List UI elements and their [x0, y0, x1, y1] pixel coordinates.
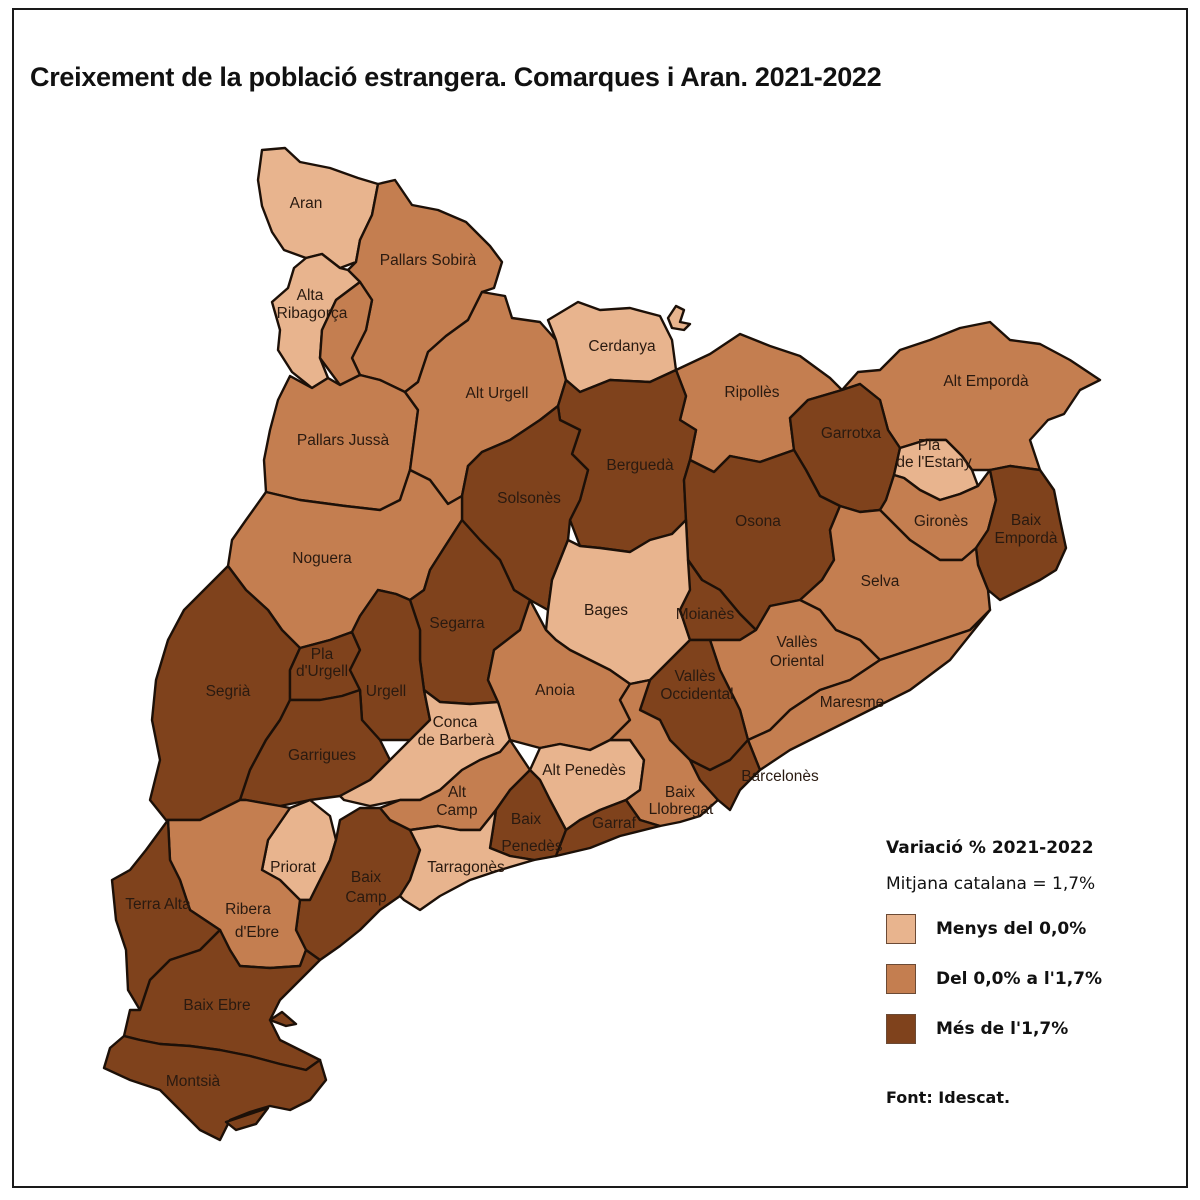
region-garraf[interactable] [554, 798, 662, 858]
label-pallars-sobira: Pallars Sobirà [380, 252, 477, 269]
label-pla-urgell-1: Pla [311, 646, 334, 663]
label-ripolles: Ripollès [724, 384, 779, 401]
region-montsia-delta-spit[interactable] [224, 1106, 270, 1132]
label-segria: Segrià [206, 683, 251, 700]
label-aran: Aran [290, 195, 323, 212]
label-osona: Osona [735, 513, 781, 530]
label-garraf: Garraf [592, 815, 637, 832]
label-baix-penedes-2: Penedès [501, 838, 562, 855]
legend-swatch-low [886, 914, 916, 944]
label-alta-ribagorca-1: Alta [297, 287, 324, 304]
label-pla-urgell-2: d'Urgell [296, 663, 348, 680]
label-ribera-2: d'Ebre [235, 924, 279, 941]
label-anoia: Anoia [535, 682, 575, 699]
label-valles-occidental-1: Vallès [674, 668, 715, 685]
label-conca-2: de Barberà [418, 732, 495, 749]
label-bergueda: Berguedà [606, 457, 674, 474]
legend-label-mid: Del 0,0% a l'1,7% [936, 969, 1103, 989]
label-garrotxa: Garrotxa [821, 425, 882, 442]
label-tarragones: Tarragonès [427, 859, 505, 876]
region-baix-llobregat[interactable] [608, 678, 720, 828]
label-valles-oriental-2: Oriental [770, 653, 824, 670]
label-baix-ebre: Baix Ebre [183, 997, 250, 1014]
region-montsia[interactable] [102, 1034, 328, 1142]
label-pla-estany-2: de l'Estany [896, 454, 972, 471]
label-maresme: Maresme [820, 694, 885, 711]
map-title: Creixement de la població estrangera. Co… [30, 62, 882, 92]
label-pla-estany-1: Pla [918, 437, 941, 454]
label-pallars-jussa: Pallars Jussà [297, 432, 390, 449]
label-solsones: Solsonès [497, 490, 561, 507]
label-ribera-1: Ribera [225, 901, 271, 918]
label-conca-1: Conca [433, 714, 478, 731]
label-baix-emporda-2: Empordà [995, 530, 1058, 547]
label-segarra: Segarra [429, 615, 485, 632]
label-terra-alta: Terra Alta [125, 896, 191, 913]
label-garrigues: Garrigues [288, 747, 356, 764]
region-baix-camp[interactable] [294, 806, 422, 962]
label-baix-llobregat-1: Baix [665, 784, 695, 801]
label-noguera: Noguera [292, 550, 352, 567]
label-baix-camp-1: Baix [351, 869, 381, 886]
region-baix-ebre-delta-spit[interactable] [268, 1010, 298, 1028]
label-baix-llobregat-2: Llobregat [649, 801, 714, 818]
label-bages: Bages [584, 602, 628, 619]
label-cerdanya: Cerdanya [588, 338, 656, 355]
label-girones: Gironès [914, 513, 969, 530]
label-baix-camp-2: Camp [345, 889, 386, 906]
legend-item-high: Més de l'1,7% [886, 1014, 1176, 1044]
label-valles-oriental-1: Vallès [776, 634, 817, 651]
legend-label-low: Menys del 0,0% [936, 919, 1087, 939]
label-barcelones: Barcelonès [741, 768, 819, 785]
label-valles-occidental-2: Occidental [660, 686, 733, 703]
label-baix-penedes-1: Baix [511, 811, 541, 828]
region-tarragones[interactable] [398, 808, 536, 912]
label-alta-ribagorca-2: Ribagorça [277, 305, 348, 322]
label-moianes: Moianès [676, 606, 735, 623]
legend: Variació % 2021-2022 Mitjana catalana = … [886, 838, 1176, 1107]
label-baix-emporda-1: Baix [1011, 512, 1041, 529]
legend-item-low: Menys del 0,0% [886, 914, 1176, 944]
legend-label-high: Més de l'1,7% [936, 1019, 1069, 1039]
label-urgell: Urgell [366, 683, 406, 700]
label-alt-camp-1: Alt [448, 784, 467, 801]
label-alt-urgell: Alt Urgell [466, 385, 529, 402]
label-priorat: Priorat [270, 859, 316, 876]
region-barcelones[interactable] [688, 738, 762, 812]
region-maresme[interactable] [746, 608, 992, 772]
legend-swatch-mid [886, 964, 916, 994]
legend-average: Mitjana catalana = 1,7% [886, 874, 1096, 894]
legend-title: Variació % 2021-2022 [886, 838, 1094, 858]
label-alt-penedes: Alt Penedès [542, 762, 626, 779]
legend-swatch-high [886, 1014, 916, 1044]
region-cerdanya-enclave[interactable] [666, 304, 692, 332]
label-selva: Selva [861, 573, 900, 590]
region-baix-emporda[interactable] [974, 464, 1068, 602]
label-alt-emporda: Alt Empordà [943, 373, 1029, 390]
source-note: Font: Idescat. [886, 1088, 1011, 1107]
label-montsia: Montsià [166, 1073, 221, 1090]
label-alt-camp-2: Camp [436, 802, 477, 819]
legend-item-mid: Del 0,0% a l'1,7% [886, 964, 1176, 994]
